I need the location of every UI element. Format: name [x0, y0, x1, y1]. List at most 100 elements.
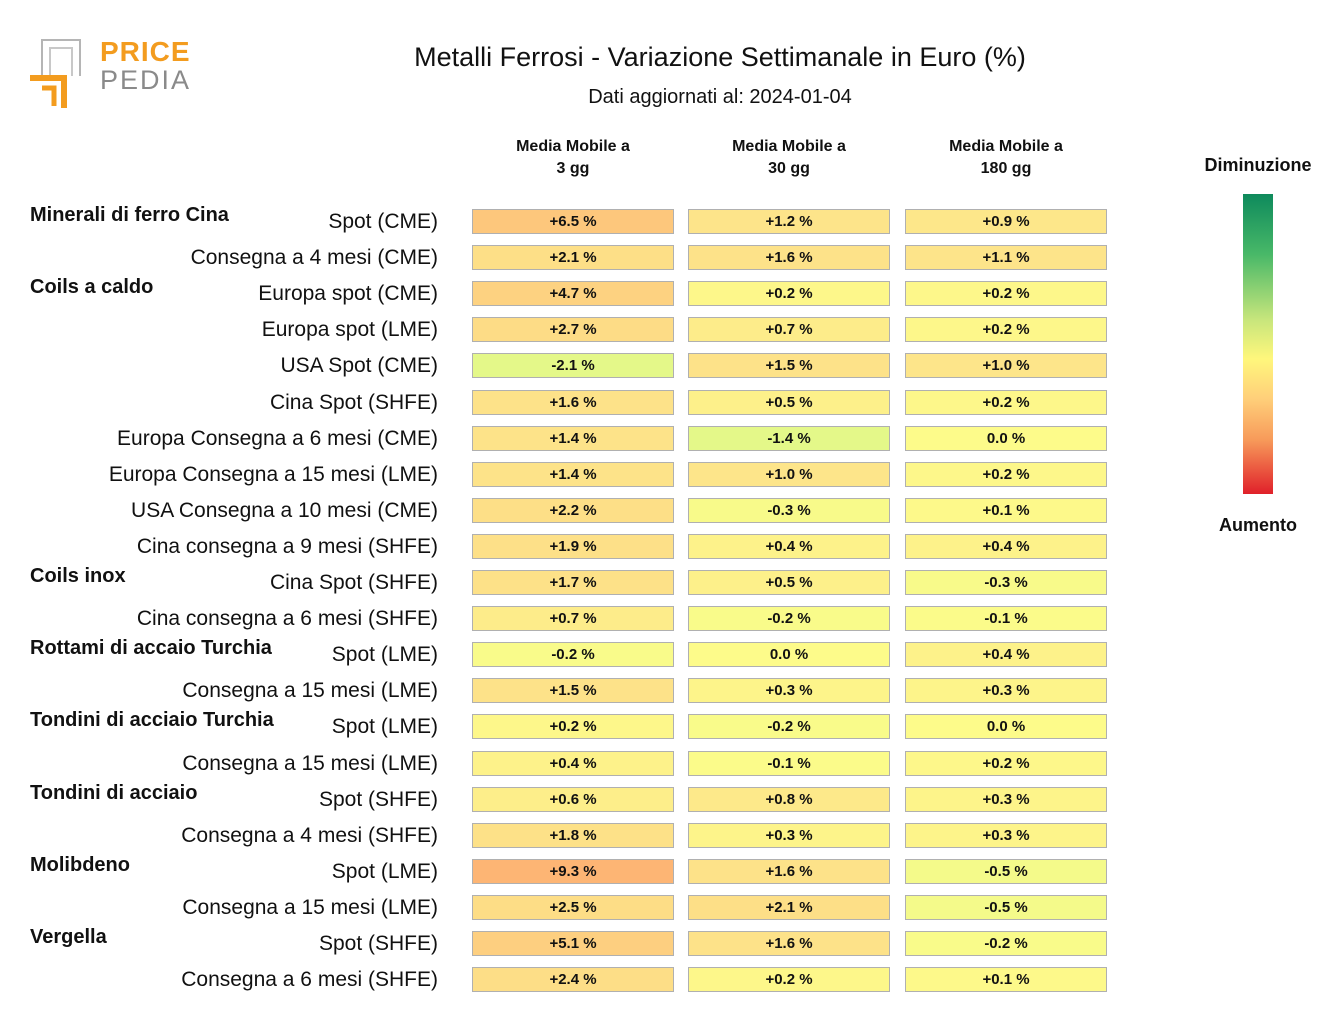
row-label: Consegna a 6 mesi (SHFE)	[181, 968, 438, 992]
heatmap-cell: +0.2 %	[688, 967, 890, 993]
row-label: Cina Spot (SHFE)	[269, 390, 438, 414]
row-label: Consegna a 4 mesi (SHFE)	[181, 823, 438, 847]
heatmap-cell: +9.3 %	[472, 858, 674, 884]
heatmap-cell: 0.0 %	[905, 714, 1107, 740]
row-label: Spot (CME)	[328, 210, 438, 233]
row-label: Cina Spot (SHFE)	[269, 571, 438, 594]
heatmap-cell: +1.8 %	[472, 822, 674, 848]
heatmap-cell: +1.4 %	[472, 461, 674, 487]
heatmap-cell: +1.9 %	[472, 533, 674, 559]
row-label: USA Spot (CME)	[280, 354, 438, 378]
heatmap-cell: +0.2 %	[472, 714, 674, 740]
heatmap-cell: -1.4 %	[688, 425, 890, 451]
chart-subtitle: Dati aggiornati al: 2024-01-04	[588, 86, 852, 108]
heatmap-cell: +2.4 %	[472, 967, 674, 993]
heatmap-cell: 0.0 %	[905, 425, 1107, 451]
legend-bottom-label: Aumento	[1219, 515, 1297, 535]
legend-top-label: Diminuzione	[1204, 155, 1312, 175]
column-header-2: Media Mobile a 30 gg	[732, 138, 846, 177]
heatmap-cell: +2.5 %	[472, 894, 674, 920]
heatmap-cell: -0.2 %	[688, 606, 890, 632]
heatmap-cell: +0.3 %	[688, 678, 890, 704]
heatmap-cell: +2.1 %	[688, 894, 890, 920]
heatmap-cell: +0.3 %	[905, 678, 1107, 704]
heatmap-cell: +1.2 %	[688, 209, 890, 234]
heatmap-cell: +2.1 %	[472, 245, 674, 271]
heatmap-cell: +0.6 %	[472, 786, 674, 812]
group-label: Rottami di accaio Turchia	[30, 637, 272, 660]
pricepedia-logo	[30, 39, 81, 108]
heatmap-cell: +1.6 %	[688, 245, 890, 271]
heatmap-cell: +1.0 %	[905, 353, 1107, 379]
heatmap-cell: +1.6 %	[688, 858, 890, 884]
heatmap-cell: +0.1 %	[905, 967, 1107, 993]
heatmap-cell: +0.2 %	[688, 281, 890, 307]
group-label: Minerali di ferro Cina	[30, 204, 229, 226]
row-label: Europa spot (LME)	[261, 318, 438, 342]
group-label: Coils inox	[30, 565, 126, 587]
heatmap-cell: +0.2 %	[905, 389, 1107, 415]
heatmap-cell: +0.7 %	[688, 317, 890, 343]
heatmap-cell: +5.1 %	[472, 931, 674, 956]
heatmap-cell: +1.5 %	[688, 353, 890, 379]
heatmap-cell: +0.7 %	[472, 606, 674, 632]
heatmap-cell: 0.0 %	[688, 642, 890, 668]
heatmap-cell: -0.2 %	[905, 931, 1107, 956]
group-label: Coils a caldo	[30, 276, 154, 299]
heatmap-cell: +0.2 %	[905, 281, 1107, 307]
heatmap-cell: -0.1 %	[688, 750, 890, 776]
heatmap-cell: +0.2 %	[905, 750, 1107, 776]
heatmap-cell: +0.4 %	[688, 533, 890, 559]
heatmap-cell: +0.3 %	[905, 822, 1107, 848]
heatmap-cell: +0.4 %	[905, 642, 1107, 668]
heatmap-cell: +2.2 %	[472, 497, 674, 523]
heatmap-cell: -0.5 %	[905, 894, 1107, 920]
row-label: Cina consegna a 6 mesi (SHFE)	[136, 607, 438, 631]
heatmap-cell: -0.3 %	[688, 497, 890, 523]
heatmap-cell: +0.4 %	[905, 533, 1107, 559]
heatmap-cell: +1.1 %	[905, 245, 1107, 271]
heatmap-cell: +0.5 %	[688, 389, 890, 415]
chart-title: Metalli Ferrosi - Variazione Settimanale…	[414, 42, 1026, 72]
column-header-3: Media Mobile a 180 gg	[949, 138, 1063, 177]
heatmap-cell: +0.3 %	[688, 822, 890, 848]
row-label: Europa Consegna a 6 mesi (CME)	[117, 426, 438, 450]
heatmap-cell: +1.4 %	[472, 425, 674, 451]
heatmap-cell: +1.6 %	[688, 931, 890, 956]
logo-pedia: PEDIA	[100, 65, 192, 95]
row-label: Spot (LME)	[331, 715, 438, 739]
heatmap-cell: +0.2 %	[905, 317, 1107, 343]
group-label: Molibdeno	[30, 853, 130, 876]
heatmap-cell: +0.2 %	[905, 461, 1107, 487]
heatmap-cell: +6.5 %	[472, 209, 674, 234]
heatmap-cell: +0.5 %	[688, 570, 890, 595]
row-label: Spot (SHFE)	[318, 787, 438, 811]
heatmap-cell: -0.3 %	[905, 570, 1107, 595]
heatmap-cell: +1.7 %	[472, 570, 674, 595]
heatmap-cell: -0.5 %	[905, 858, 1107, 884]
heatmap-cell: -0.1 %	[905, 606, 1107, 632]
heatmap-cell: +0.4 %	[472, 750, 674, 776]
row-label: Europa Consegna a 15 mesi (LME)	[108, 462, 438, 486]
row-label: Cina consegna a 9 mesi (SHFE)	[136, 534, 438, 558]
row-label: Consegna a 4 mesi (CME)	[190, 246, 438, 270]
heatmap-cell: +0.9 %	[905, 209, 1107, 234]
row-label: Europa spot (CME)	[258, 282, 438, 306]
heatmap-cell: +2.7 %	[472, 317, 674, 343]
heatmap-cell: -0.2 %	[472, 642, 674, 668]
heatmap-cell: +0.1 %	[905, 497, 1107, 523]
heatmap-cell: -2.1 %	[472, 353, 674, 379]
group-label: Vergella	[30, 926, 107, 948]
heatmap-cell: +0.8 %	[688, 786, 890, 812]
heatmap-cell: +4.7 %	[472, 281, 674, 307]
logo-price: PRICE	[100, 36, 191, 67]
row-label: Spot (LME)	[331, 643, 438, 667]
logo-wordmark: PRICE PEDIA	[100, 38, 191, 94]
heatmap-cell: +1.5 %	[472, 678, 674, 704]
heatmap-cell: +1.6 %	[472, 389, 674, 415]
heatmap-cell: -0.2 %	[688, 714, 890, 740]
heatmap-cell: +1.0 %	[688, 461, 890, 487]
group-label: Tondini di acciaio Turchia	[30, 709, 274, 732]
legend-color-bar	[1243, 194, 1273, 494]
